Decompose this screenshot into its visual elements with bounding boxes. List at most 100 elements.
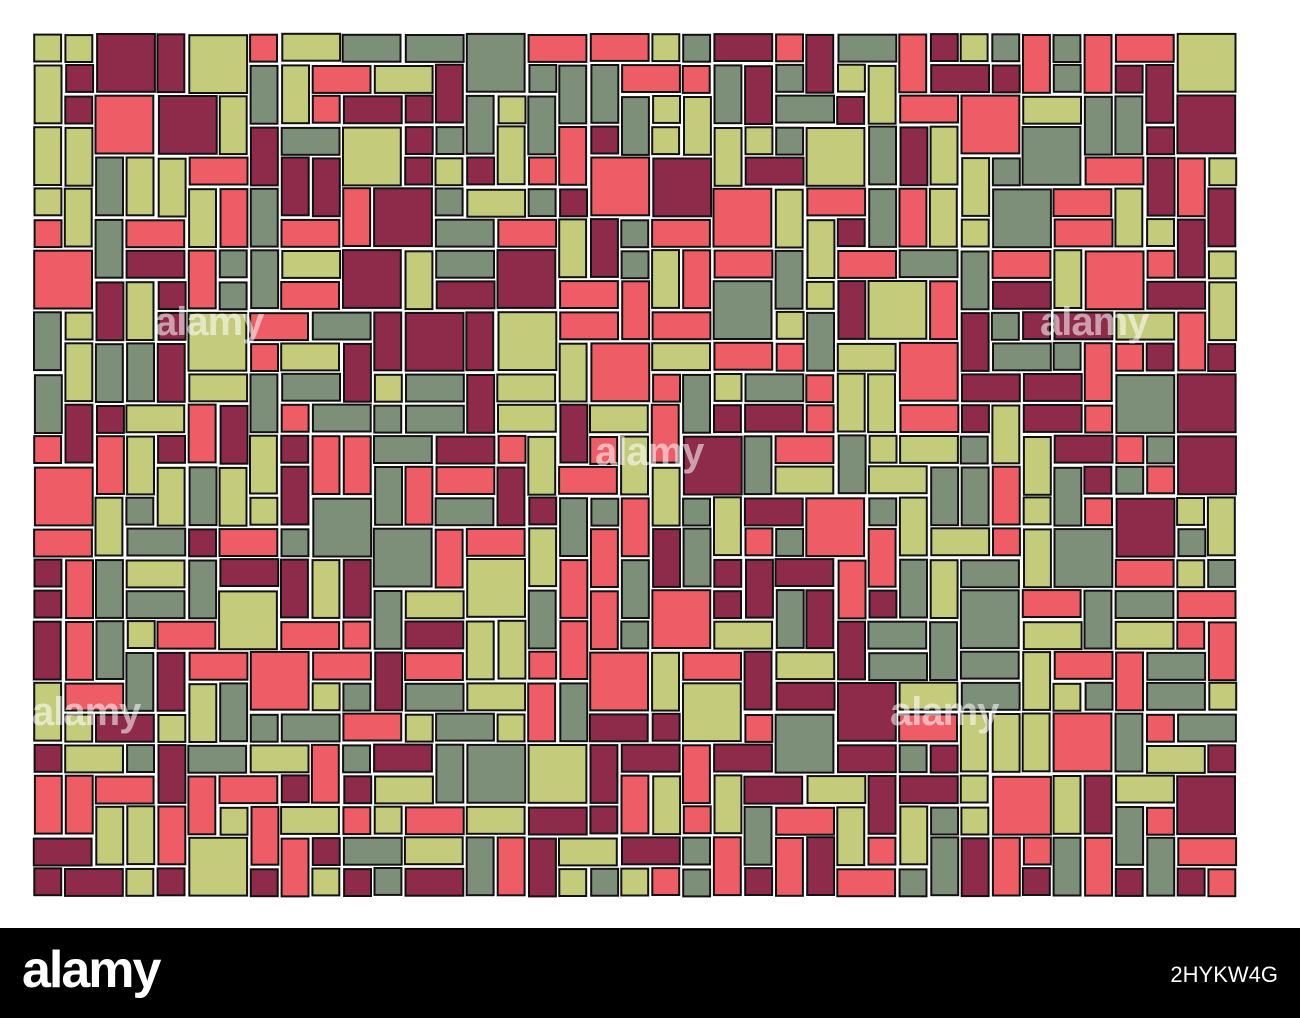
tile (528, 64, 558, 93)
tile (95, 281, 125, 342)
image-id: 2HYKW4G (1170, 962, 1278, 987)
tile (374, 651, 404, 712)
tile (712, 187, 773, 248)
tile (1052, 712, 1113, 773)
tile (805, 589, 835, 650)
tile (341, 33, 402, 63)
tile (1022, 404, 1083, 433)
tile (1176, 497, 1205, 526)
tile (743, 805, 773, 866)
tile (527, 188, 557, 218)
tile (559, 620, 589, 681)
tile (959, 712, 989, 773)
tile (188, 559, 218, 620)
tile (590, 497, 620, 527)
tile (960, 559, 1020, 589)
tile (280, 528, 310, 558)
tile (620, 219, 650, 249)
tile (928, 187, 958, 248)
tile (311, 559, 341, 619)
tile (775, 651, 836, 681)
tile (187, 311, 248, 372)
tile (930, 64, 991, 93)
tile (497, 218, 558, 248)
tile (280, 774, 310, 804)
tile (342, 187, 372, 247)
tile (373, 867, 403, 896)
tile (1022, 836, 1052, 866)
tile (219, 188, 249, 248)
tile (156, 343, 186, 403)
tile (497, 311, 558, 372)
tile (156, 620, 217, 650)
tile (33, 435, 63, 465)
tile (1114, 95, 1144, 156)
tile (651, 342, 712, 372)
tile (311, 435, 341, 496)
tile (651, 466, 681, 527)
tile (899, 94, 960, 124)
tile (404, 620, 465, 650)
tile (281, 64, 311, 125)
tile (96, 33, 156, 93)
tile (620, 867, 650, 897)
tile (805, 33, 835, 94)
tile (713, 341, 774, 371)
tile (991, 404, 1021, 465)
tile (1114, 33, 1175, 63)
tile (930, 527, 991, 557)
tile (65, 64, 95, 93)
tile (713, 33, 774, 62)
tile (991, 64, 1021, 94)
tile (1176, 32, 1237, 93)
tile (404, 34, 465, 63)
tile (991, 157, 1021, 187)
tile (837, 559, 867, 620)
tile (620, 497, 650, 558)
tile (218, 590, 278, 651)
tile (774, 435, 835, 465)
tile (280, 342, 341, 372)
tile (1053, 311, 1114, 341)
tile (1146, 836, 1176, 897)
tile (743, 435, 773, 496)
tile (95, 559, 124, 619)
tile (342, 744, 372, 774)
tile (188, 34, 249, 94)
tile (558, 342, 588, 403)
tile (867, 465, 928, 495)
tile (961, 157, 991, 217)
tile (959, 435, 989, 465)
tile (157, 714, 187, 743)
tile (126, 805, 156, 866)
tile (95, 156, 124, 217)
tile (404, 806, 465, 836)
tile (713, 774, 743, 835)
tile (774, 558, 835, 587)
tile (898, 496, 928, 557)
tile (837, 33, 898, 63)
tile (775, 342, 805, 372)
tile (404, 465, 434, 526)
tile (33, 126, 63, 186)
tile (33, 558, 63, 588)
tile (33, 466, 94, 527)
tile (806, 311, 835, 372)
tile (188, 466, 218, 527)
tile (435, 435, 496, 465)
tile (33, 867, 63, 897)
tile (280, 403, 310, 433)
tile (961, 373, 1021, 403)
tile (465, 836, 495, 897)
tile (95, 805, 125, 866)
tile (1146, 218, 1175, 248)
tile (991, 465, 1021, 526)
tile (775, 310, 805, 340)
tile (837, 682, 897, 742)
tile (125, 219, 186, 249)
tile (960, 218, 990, 248)
tile (156, 651, 186, 712)
tile (280, 156, 310, 217)
tile (1022, 373, 1083, 402)
tile (590, 867, 620, 897)
